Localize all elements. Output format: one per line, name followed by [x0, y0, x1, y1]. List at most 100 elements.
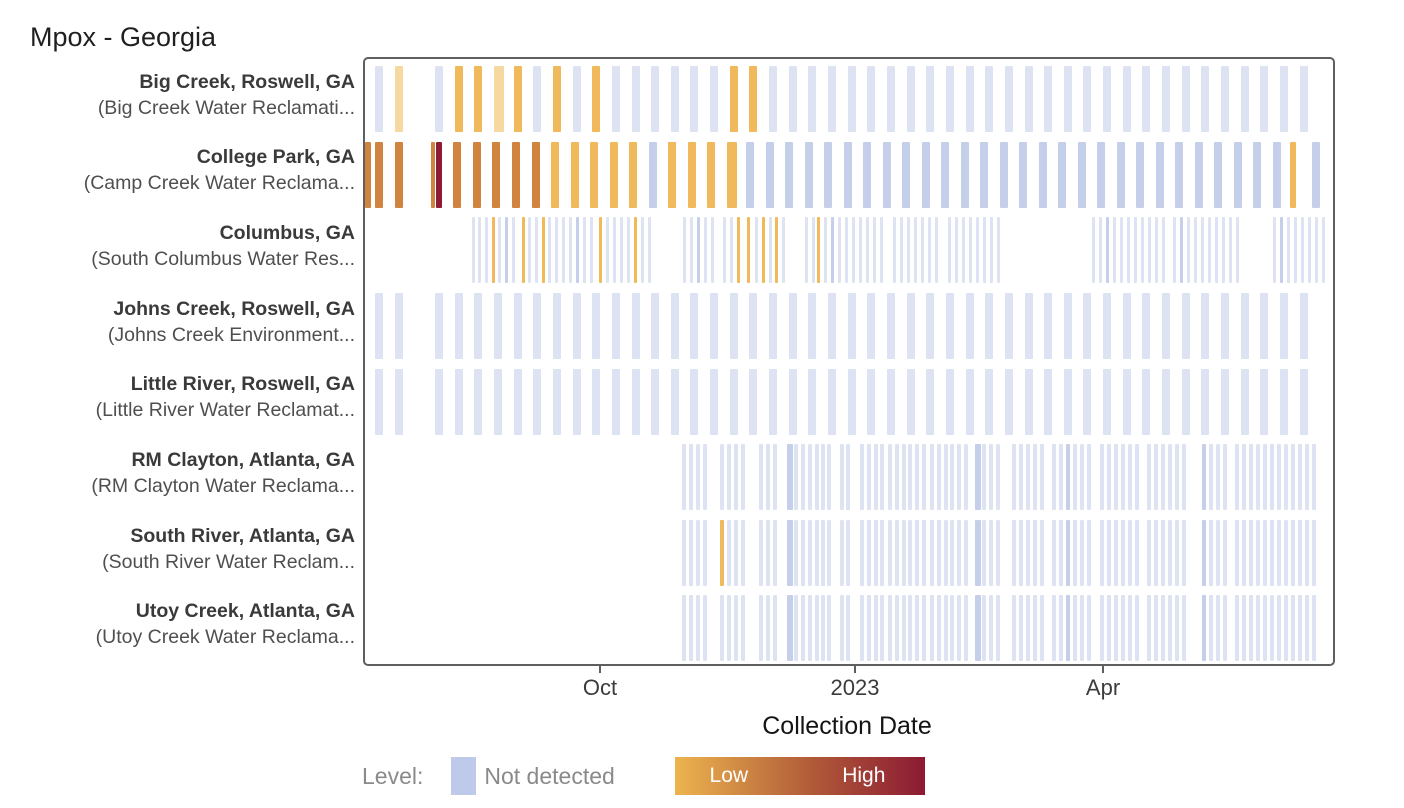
site-label: College Park, GA (Camp Creek Water Reclam… — [0, 133, 355, 209]
sample-bar — [874, 519, 878, 586]
sample-bar — [1216, 444, 1220, 511]
sample-bar — [498, 217, 501, 284]
sample-bar — [682, 595, 686, 662]
sample-bar — [1182, 292, 1190, 359]
sample-bar — [1214, 141, 1222, 208]
sample-bar — [1312, 141, 1320, 208]
sample-bar — [787, 595, 793, 662]
sample-bar — [1284, 519, 1288, 586]
sample-bar — [941, 141, 949, 208]
site-label: RM Clayton, Atlanta, GA (RM Clayton Water… — [0, 435, 355, 511]
sample-bar — [1290, 141, 1296, 208]
sample-bar — [887, 66, 895, 132]
sample-bar — [1235, 595, 1239, 662]
sample-bar — [1162, 217, 1165, 284]
sample-bar — [1294, 217, 1297, 284]
sample-bar — [1044, 66, 1052, 132]
sample-bar — [1156, 141, 1164, 208]
sample-bar — [946, 66, 954, 132]
sample-bar — [982, 595, 986, 662]
sample-bar — [922, 141, 930, 208]
x-tick-mark — [854, 664, 857, 673]
sample-bar — [1033, 519, 1037, 586]
sample-bar — [1052, 444, 1056, 511]
sample-bar — [1064, 66, 1072, 132]
site-name: Little River, Roswell, GA — [130, 373, 355, 396]
sample-bar — [1073, 595, 1077, 662]
sample-bar — [846, 519, 850, 586]
sample-bar — [766, 519, 770, 586]
sample-bar — [769, 66, 777, 132]
sample-bar — [1308, 217, 1311, 284]
sample-bar — [473, 141, 481, 208]
sample-bar — [888, 595, 892, 662]
sample-bar — [1300, 66, 1308, 132]
sample-bar — [1260, 368, 1268, 435]
site-name: Columbus, GA — [219, 222, 355, 245]
sample-bar — [395, 66, 403, 132]
sample-bar — [902, 141, 910, 208]
sample-bar — [815, 519, 819, 586]
sample-bar — [690, 66, 698, 132]
sample-bar — [915, 444, 919, 511]
sample-bar — [1168, 519, 1172, 586]
sample-bar — [766, 444, 770, 511]
sample-bar — [1033, 595, 1037, 662]
sample-bar — [710, 368, 718, 435]
x-axis-title: Collection Date — [762, 712, 932, 740]
sample-bar — [907, 368, 915, 435]
sample-bar — [966, 368, 974, 435]
sample-bar — [821, 595, 825, 662]
sample-bar — [505, 217, 508, 284]
sample-bar — [1066, 519, 1070, 586]
sample-bar — [859, 217, 862, 284]
sample-bar — [620, 217, 623, 284]
sample-bar — [848, 66, 856, 132]
sample-bar — [887, 368, 895, 435]
sample-bar — [1012, 595, 1016, 662]
sample-bar — [821, 519, 825, 586]
sample-bar — [472, 217, 475, 284]
sample-bar — [514, 292, 522, 359]
sample-bar — [769, 217, 772, 284]
sample-bar — [723, 217, 726, 284]
sample-bar — [474, 368, 482, 435]
sample-bar — [1114, 595, 1118, 662]
sample-bar — [880, 519, 884, 586]
sample-bar — [828, 66, 836, 132]
sample-bar — [553, 66, 561, 132]
sample-bar — [720, 595, 724, 662]
sample-bar — [749, 292, 757, 359]
sample-bar — [1154, 444, 1158, 511]
sample-bar — [930, 519, 934, 586]
sample-bar — [888, 519, 892, 586]
sample-bar — [1147, 519, 1151, 586]
sample-bar — [1155, 217, 1158, 284]
sample-bar — [1142, 66, 1150, 132]
sample-bar — [1128, 444, 1132, 511]
gradient-low-label: Low — [709, 764, 749, 787]
sample-bar — [613, 217, 616, 284]
sample-bar — [1080, 519, 1084, 586]
sample-bar — [926, 66, 934, 132]
sample-bar — [914, 217, 917, 284]
sample-bar — [828, 292, 836, 359]
sample-bar — [1142, 368, 1150, 435]
sample-bar — [1202, 595, 1206, 662]
sample-bar — [827, 595, 831, 662]
site-subtitle: (RM Clayton Water Reclama... — [91, 474, 355, 497]
sample-bar — [812, 217, 815, 284]
sample-bar — [1097, 141, 1105, 208]
sample-bar — [946, 368, 954, 435]
sample-bar — [966, 66, 974, 132]
sample-bar — [1080, 444, 1084, 511]
sample-bar — [860, 519, 864, 586]
sample-bar — [1114, 444, 1118, 511]
sample-bar — [845, 217, 848, 284]
sample-bar — [1154, 519, 1158, 586]
sample-bar — [746, 141, 754, 208]
sample-bar — [801, 595, 805, 662]
sample-bar — [571, 141, 579, 208]
sample-bar — [1135, 444, 1139, 511]
sample-bar — [1073, 444, 1077, 511]
